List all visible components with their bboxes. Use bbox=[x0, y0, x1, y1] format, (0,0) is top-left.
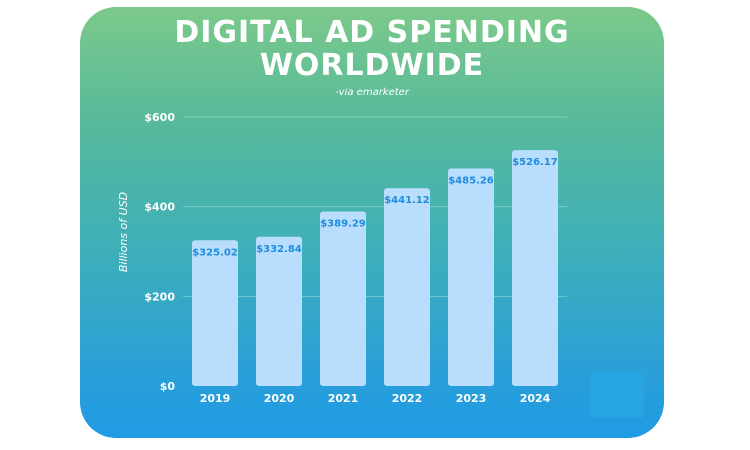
x-tick-label: 2023 bbox=[456, 392, 487, 405]
x-tick-label: 2022 bbox=[392, 392, 423, 405]
bar-value-label: $526.17 bbox=[512, 157, 558, 168]
x-tick-label: 2021 bbox=[328, 392, 359, 405]
bar-value-label: $332.84 bbox=[256, 244, 302, 255]
y-tick-label: $200 bbox=[144, 290, 175, 303]
bar-2021 bbox=[320, 211, 366, 386]
bar-2024 bbox=[512, 150, 558, 386]
x-tick-label: 2019 bbox=[200, 392, 231, 405]
bar-2023 bbox=[448, 168, 494, 386]
chart-card: DIGITAL AD SPENDING WORLDWIDE -via emark… bbox=[80, 7, 664, 438]
bar-value-label: $441.12 bbox=[384, 195, 430, 206]
bars bbox=[192, 150, 558, 386]
bar-value-label: $389.29 bbox=[320, 218, 366, 229]
bar-value-label: $325.02 bbox=[192, 247, 238, 258]
chart-title-line-1: DIGITAL AD SPENDING bbox=[174, 15, 570, 50]
y-axis-label: Billions of USD bbox=[117, 192, 130, 272]
bar-2022 bbox=[384, 188, 430, 386]
y-tick-label: $600 bbox=[144, 111, 175, 124]
y-tick-label: $0 bbox=[160, 380, 176, 393]
bar-2020 bbox=[256, 236, 302, 386]
x-tick-label: 2020 bbox=[264, 392, 295, 405]
corner-decoration bbox=[590, 372, 644, 418]
bar-value-label: $485.26 bbox=[448, 175, 494, 186]
chart-subtitle: -via emarketer bbox=[335, 87, 409, 98]
y-tick-label: $400 bbox=[144, 201, 175, 214]
chart-title-line-2: WORLDWIDE bbox=[259, 48, 485, 83]
x-tick-label: 2024 bbox=[520, 392, 551, 405]
labels: $0 $200 $400 $600 $325.02 2019 $332.84 2020 $389… bbox=[144, 111, 557, 405]
bar-2019 bbox=[192, 240, 238, 386]
grid-lines bbox=[183, 116, 567, 297]
